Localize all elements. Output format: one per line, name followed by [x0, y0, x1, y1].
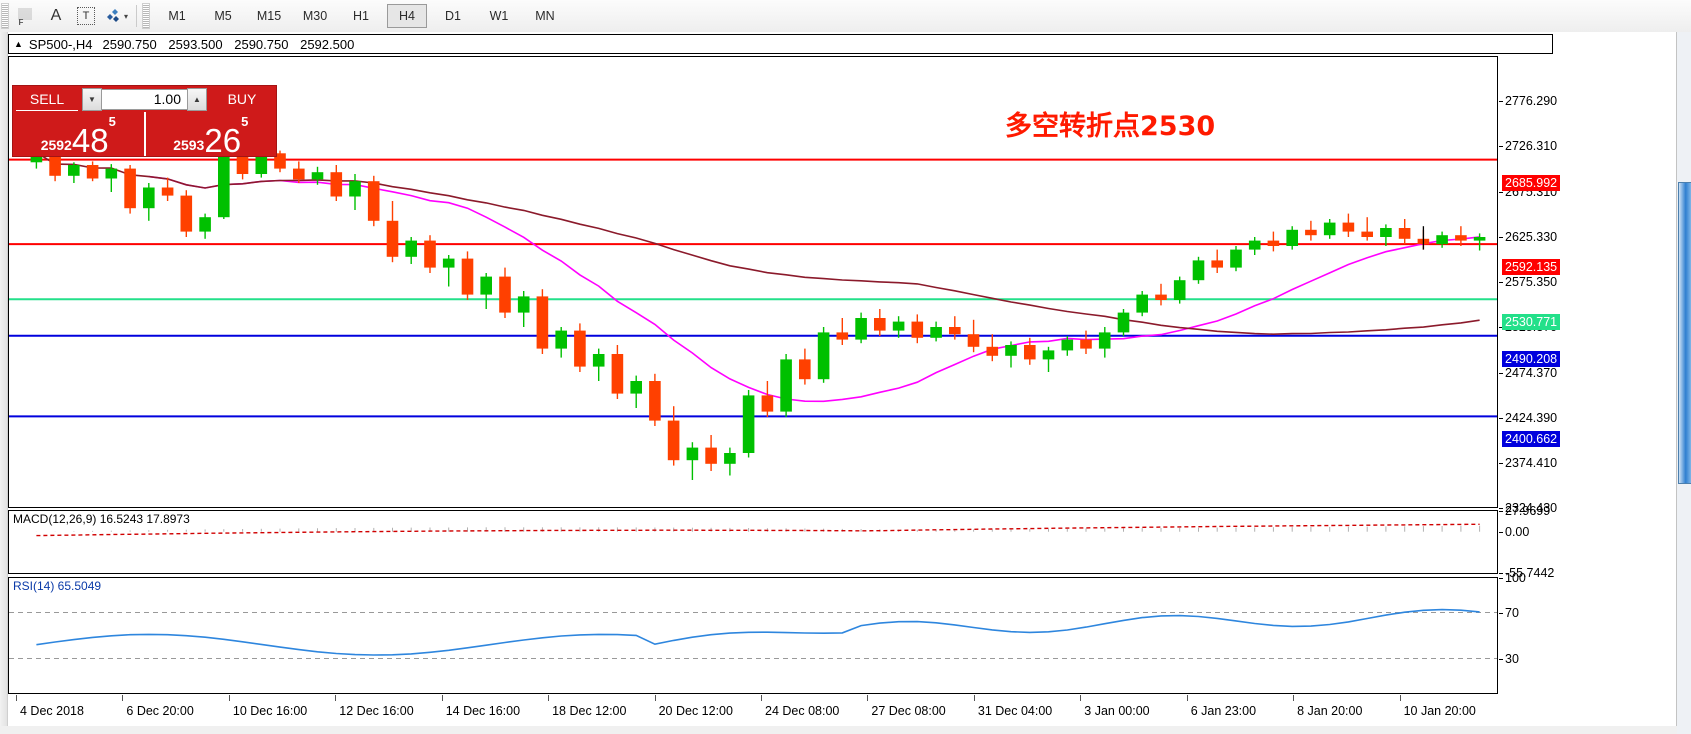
timeframe-h4[interactable]: H4	[387, 4, 427, 28]
price-level-tag[interactable]: 2490.208	[1502, 350, 1561, 367]
macd-tick-label: 0.00	[1505, 524, 1530, 539]
price-axis[interactable]: 2776.290 2726.310 2675.310 2625.330 2575.350…	[1499, 56, 1599, 515]
timeframe-w1[interactable]: W1	[489, 9, 509, 23]
timeframe-m1[interactable]: M1	[168, 9, 186, 23]
collapse-icon[interactable]: ▲	[14, 39, 23, 49]
time-axis[interactable]: 4 Dec 2018 6 Dec 20:00 10 Dec 16:00 12 Dec …	[8, 695, 1498, 725]
v-scrollbar[interactable]	[1676, 32, 1691, 734]
time-axis-label: 8 Jan 20:00	[1297, 704, 1363, 718]
volume-stepper[interactable]: ▼ 1.00 ▲	[82, 87, 207, 111]
price-tick-label: 2726.310	[1505, 139, 1558, 154]
sell-price-quote[interactable]: 2592 48 5	[13, 112, 146, 159]
ohlc-close: 2592.500	[300, 36, 355, 52]
h-scrollbar[interactable]	[0, 726, 1677, 734]
price-level-tag[interactable]: 2592.135	[1502, 259, 1561, 276]
rsi-tick-label: 100	[1505, 571, 1526, 585]
timeframe-h1[interactable]: H1	[353, 9, 369, 23]
volume-decrement-button[interactable]: ▼	[82, 87, 102, 111]
trade-panel-header: SELL ▼ 1.00 ▲ BUY	[13, 86, 276, 112]
ohlc-open: 2590.750	[102, 36, 157, 52]
timeframe-grip[interactable]	[142, 3, 150, 29]
main-toolbar: F A T ▾ M1 M5 M15 M30 H1 H4 D1 W1 MN	[0, 0, 1691, 33]
timeframe-mn[interactable]: MN	[535, 9, 555, 23]
time-axis-label: 6 Jan 23:00	[1190, 704, 1257, 718]
chart-window: ▲ SP500-,H4 2590.750 2593.500 2590.750 2…	[0, 32, 1691, 734]
price-tick-label: 2374.410	[1505, 456, 1558, 470]
macd-tick-label: 27.9699	[1505, 504, 1551, 518]
price-tick-label: 2776.290	[1505, 94, 1558, 109]
price-tick-label: 2474.370	[1505, 366, 1558, 381]
volume-increment-button[interactable]: ▲	[187, 87, 207, 111]
objects-icon[interactable]: ▾	[102, 2, 130, 30]
time-axis-label: 6 Dec 20:00	[126, 704, 194, 718]
crosshair-f-glyph: F	[17, 7, 35, 27]
time-axis-label: 4 Dec 2018	[20, 704, 84, 718]
price-chart-svg	[9, 145, 1497, 480]
text-label-glyph: A	[50, 7, 62, 24]
sell-price-big: 2592	[40, 137, 72, 153]
price-tick-label: 2575.350	[1505, 275, 1558, 290]
rsi-label: RSI(14) 65.5049	[13, 579, 102, 593]
price-level-tag[interactable]: 2400.662	[1502, 431, 1561, 448]
text-box-glyph: T	[77, 7, 95, 25]
macd-tick-label: -55.7442	[1505, 566, 1555, 580]
price-level-tag[interactable]: 2530.771	[1502, 314, 1561, 331]
ohlc-low: 2590.750	[234, 36, 289, 52]
time-axis-label: 31 Dec 04:00	[977, 704, 1053, 718]
trade-panel-quotes: 2592 48 5 2593 26 5	[13, 112, 277, 159]
text-label-icon[interactable]: A	[42, 2, 70, 30]
toolbar-separator	[136, 5, 137, 27]
ohlc-high: 2593.500	[168, 36, 223, 52]
time-axis-label: 12 Dec 16:00	[339, 704, 414, 718]
rsi-axis: 100 70 30	[1499, 571, 1599, 694]
crosshair-f-icon[interactable]: F	[12, 2, 40, 30]
sell-price-pips: 48	[71, 121, 109, 159]
rsi-tick-label: 70	[1505, 605, 1519, 620]
time-axis-label: 24 Dec 08:00	[765, 704, 840, 718]
macd-label: MACD(12,26,9) 16.5243 17.8973	[13, 512, 190, 526]
macd-axis: 27.9699 0.00 -55.7442	[1499, 504, 1599, 580]
buy-price-frac: 5	[241, 114, 249, 129]
timeframe-d1[interactable]: D1	[445, 9, 461, 23]
timeframe-m15[interactable]: M15	[256, 9, 282, 23]
text-box-icon[interactable]: T	[72, 2, 100, 30]
macd-pane[interactable]: MACD(12,26,9) 16.5243 17.8973	[8, 510, 1498, 574]
chart-title-bar: ▲ SP500-,H4 2590.750 2593.500 2590.750 2…	[8, 34, 1553, 54]
price-tick-label: 2625.330	[1505, 230, 1558, 245]
buy-price-quote[interactable]: 2593 26 5	[146, 112, 277, 159]
time-axis-label: 20 Dec 12:00	[658, 704, 733, 718]
price-level-tag[interactable]: 2685.992	[1502, 174, 1561, 191]
objects-glyph	[104, 8, 122, 24]
rsi-pane[interactable]: RSI(14) 65.5049	[8, 577, 1498, 694]
time-axis-label: 10 Jan 20:00	[1403, 704, 1476, 718]
time-axis-label: 14 Dec 16:00	[445, 704, 521, 718]
timeframe-m30[interactable]: M30	[302, 9, 328, 23]
chart-symbol-label: SP500-,H4	[28, 36, 93, 52]
buy-price-big: 2593	[173, 137, 205, 153]
rsi-chart-svg	[9, 608, 1497, 659]
price-tick-label: 2424.390	[1505, 411, 1558, 425]
sell-price-frac: 5	[108, 114, 116, 129]
chart-ohlc: 2590.750 2593.500 2590.750 2592.500	[103, 37, 363, 52]
buy-button[interactable]: BUY	[211, 88, 273, 110]
sell-button[interactable]: SELL	[16, 87, 78, 111]
macd-chart-svg	[35, 523, 1481, 537]
rsi-tick-label: 30	[1505, 651, 1519, 666]
chevron-down-icon[interactable]: ▾	[123, 11, 128, 21]
time-axis-label: 3 Jan 00:00	[1084, 704, 1150, 718]
one-click-trade-panel[interactable]: SELL ▼ 1.00 ▲ BUY 2592 48 5 2593 26 5	[12, 85, 277, 157]
timeframe-m5[interactable]: M5	[214, 9, 232, 23]
price-tick-label: 2324.430	[1505, 501, 1558, 515]
toolbar-grip[interactable]	[1, 3, 9, 29]
time-axis-label: 27 Dec 08:00	[871, 704, 946, 718]
chart-annotation: 多空转折点2530	[1005, 111, 1216, 142]
time-axis-label: 18 Dec 12:00	[552, 704, 627, 718]
time-axis-label: 10 Dec 16:00	[232, 704, 308, 718]
window-left-grip	[0, 32, 8, 734]
v-scrollbar-thumb[interactable]	[1678, 182, 1691, 484]
volume-input[interactable]: 1.00	[102, 88, 187, 110]
buy-price-pips: 26	[204, 121, 242, 159]
